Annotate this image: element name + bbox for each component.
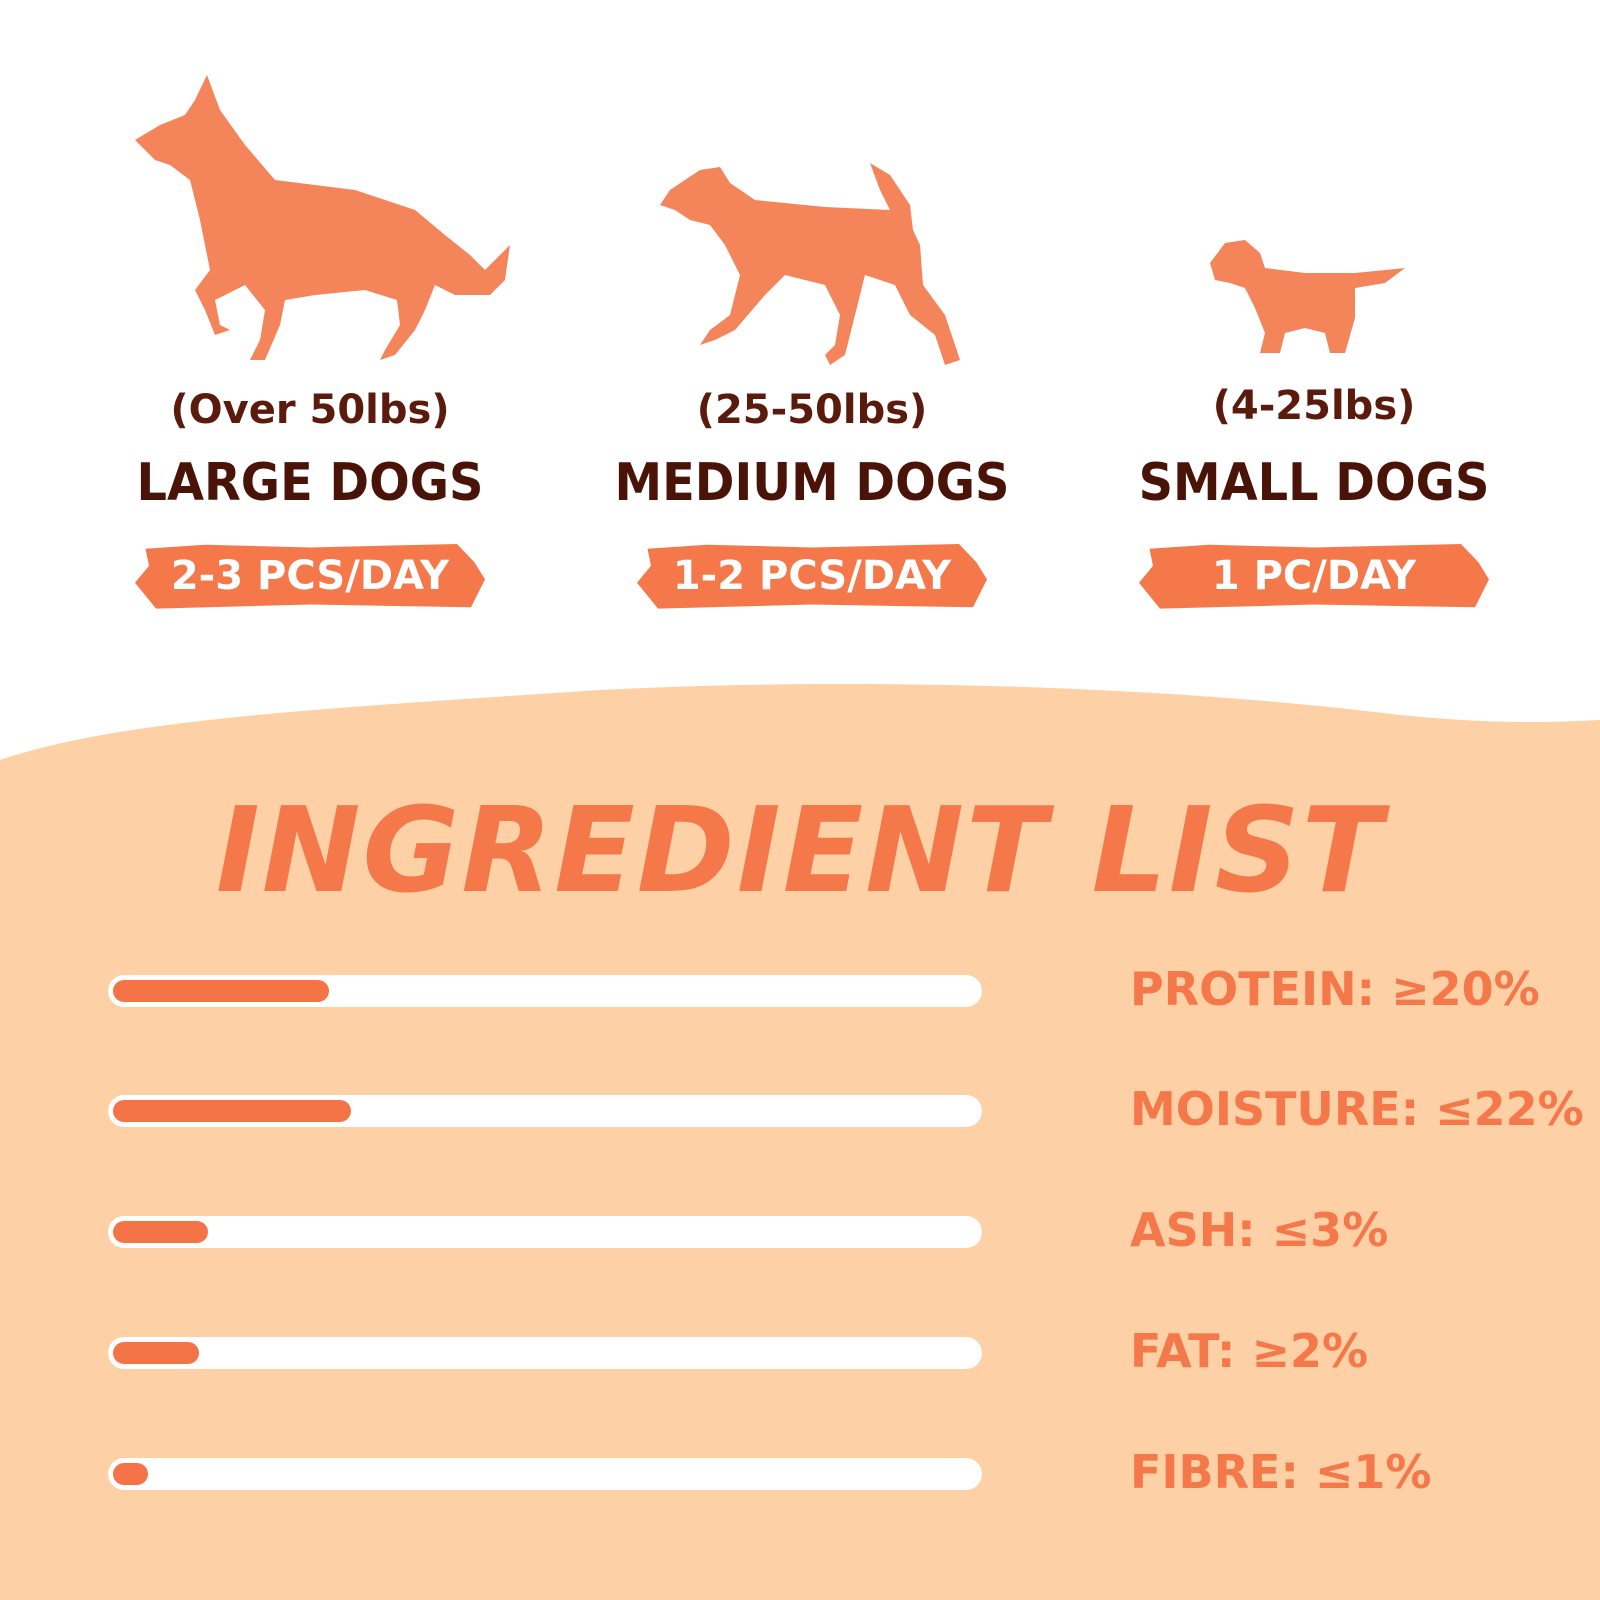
ingredient-row: PROTEIN: ≥20% <box>108 962 1588 1016</box>
dosage-badge: 2-3 PCS/DAY <box>135 544 485 609</box>
size-label: SMALL DOGS <box>1138 453 1490 513</box>
large-dog-icon <box>135 75 510 360</box>
dosage-badge: 1 PC/DAY <box>1139 544 1489 609</box>
ingredient-row: FAT: ≥2% <box>108 1324 1588 1378</box>
small-dogs-column: (4-25lbs) SMALL DOGS 1 PC/DAY <box>1074 0 1554 620</box>
ingredient-row: MOISTURE: ≤22% <box>108 1082 1588 1136</box>
progress-fill <box>113 1342 200 1364</box>
ingredient-label: MOISTURE: ≤22% <box>1130 1082 1584 1136</box>
progress-fill <box>113 980 329 1002</box>
medium-dog-icon <box>660 163 960 365</box>
large-dogs-column: (Over 50lbs) LARGE DOGS 2-3 PCS/DAY <box>70 0 550 620</box>
progress-track <box>108 975 982 1007</box>
ingredient-label: FAT: ≥2% <box>1130 1324 1369 1378</box>
progress-track <box>108 1458 982 1490</box>
progress-fill <box>113 1100 351 1122</box>
size-label: MEDIUM DOGS <box>614 453 1010 513</box>
ingredient-row: ASH: ≤3% <box>108 1203 1588 1257</box>
ingredient-label: ASH: ≤3% <box>1130 1203 1389 1257</box>
weight-range: (Over 50lbs) <box>170 387 450 433</box>
ingredient-label: FIBRE: ≤1% <box>1130 1445 1432 1499</box>
medium-dogs-column: (25-50lbs) MEDIUM DOGS 1-2 PCS/DAY <box>572 0 1052 620</box>
progress-track <box>108 1216 982 1248</box>
ingredient-label: PROTEIN: ≥20% <box>1130 962 1540 1016</box>
weight-range: (4-25lbs) <box>1212 383 1416 429</box>
size-label: LARGE DOGS <box>136 453 484 513</box>
progress-track <box>108 1095 982 1127</box>
ingredient-row: FIBRE: ≤1% <box>108 1445 1588 1499</box>
progress-fill <box>113 1463 148 1485</box>
weight-range: (25-50lbs) <box>696 387 928 433</box>
small-dog-icon <box>1210 240 1405 353</box>
ingredient-list-title: INGREDIENT LIST <box>215 781 1385 919</box>
progress-fill <box>113 1221 209 1243</box>
progress-track <box>108 1337 982 1369</box>
dosage-badge: 1-2 PCS/DAY <box>637 544 987 609</box>
